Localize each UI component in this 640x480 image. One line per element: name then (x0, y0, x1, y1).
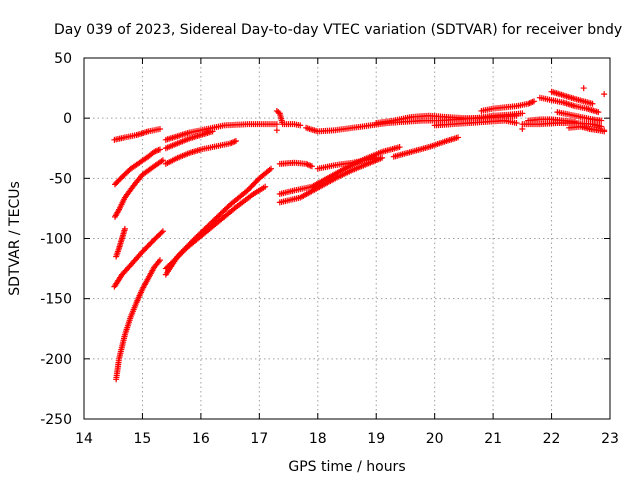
data-point (190, 236, 197, 243)
data-point (189, 238, 196, 245)
data-point (308, 163, 315, 170)
y-tick-label: -150 (40, 292, 72, 308)
data-point (455, 134, 462, 141)
data-point (595, 109, 602, 116)
data-point (273, 121, 280, 128)
y-tick-label: 50 (54, 51, 72, 67)
x-tick-label: 14 (75, 431, 93, 447)
data-point (513, 119, 520, 126)
data-point (175, 252, 182, 259)
x-tick-label: 18 (309, 431, 327, 447)
x-tick-label: 21 (484, 431, 502, 447)
data-point (156, 257, 163, 264)
data-point (156, 146, 163, 153)
y-tick-label: -100 (40, 232, 72, 248)
data-point (158, 229, 165, 236)
data-point (598, 123, 605, 130)
x-axis-label: GPS time / hours (288, 459, 405, 475)
data-point (273, 127, 280, 134)
grid (84, 58, 610, 419)
y-tick-label: 0 (63, 111, 72, 127)
axis-ticks: 14 15 16 17 18 19 20 21 22 23 50 0 -50 -100 -150 -200 -2… (40, 51, 619, 447)
y-tick-label: -200 (40, 352, 72, 368)
data-points (111, 85, 608, 383)
data-point (174, 253, 181, 260)
data-point (159, 228, 166, 235)
data-point (396, 144, 403, 151)
x-tick-label: 16 (192, 431, 210, 447)
data-point (373, 154, 380, 161)
x-tick-label: 15 (134, 431, 152, 447)
data-point (178, 249, 185, 256)
y-axis-label: SDTVAR / TECUs (7, 181, 23, 296)
data-point (598, 117, 605, 124)
y-tick-label: -50 (49, 171, 72, 187)
data-point (306, 162, 313, 169)
data-point (571, 118, 578, 125)
data-point (187, 239, 194, 246)
data-point (519, 110, 526, 117)
x-tick-label: 23 (601, 431, 619, 447)
data-point (519, 125, 526, 132)
data-point (513, 112, 520, 119)
data-point (589, 100, 596, 107)
data-point (156, 125, 163, 132)
x-tick-label: 22 (543, 431, 561, 447)
y-tick-label: -250 (40, 412, 72, 428)
data-point (580, 85, 587, 92)
data-point (601, 127, 608, 134)
chart-title: Day 039 of 2023, Sidereal Day-to-day VTE… (54, 22, 622, 38)
data-point (183, 243, 190, 250)
x-tick-label: 20 (426, 431, 444, 447)
data-point (601, 91, 608, 98)
data-point (185, 242, 192, 249)
data-point (268, 165, 275, 172)
data-point (379, 154, 386, 161)
data-point (531, 98, 538, 105)
data-point (179, 247, 186, 254)
data-point (177, 250, 184, 257)
data-point (182, 245, 189, 252)
x-tick-label: 17 (250, 431, 268, 447)
x-tick-label: 19 (367, 431, 385, 447)
data-point (181, 246, 188, 253)
data-point (159, 157, 166, 164)
data-point (209, 128, 216, 135)
data-point (186, 241, 193, 248)
data-point (232, 138, 239, 145)
plot-frame (83, 57, 611, 420)
data-point (121, 225, 128, 232)
data-point (262, 183, 269, 190)
data-point (297, 122, 304, 129)
